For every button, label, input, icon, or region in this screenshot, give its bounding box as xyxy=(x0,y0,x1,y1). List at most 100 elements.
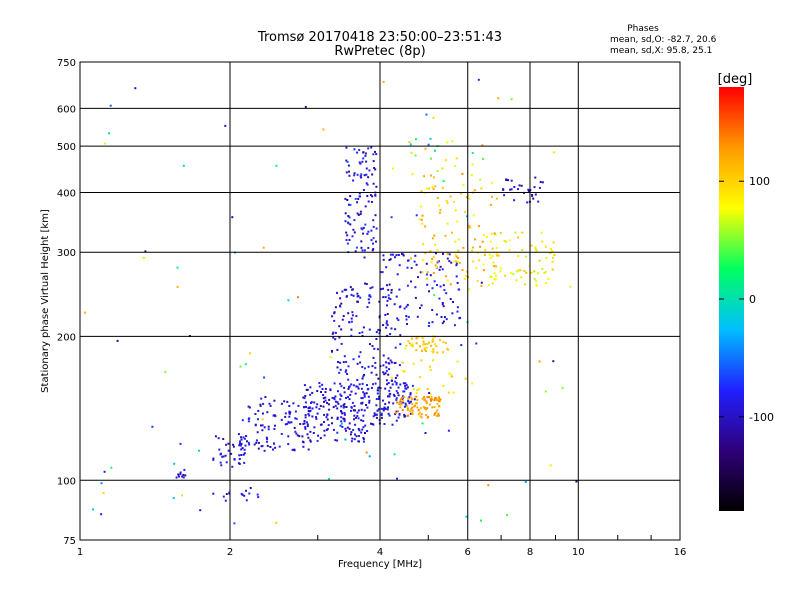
data-point xyxy=(423,399,426,402)
data-point xyxy=(262,402,265,405)
data-point xyxy=(475,342,478,345)
data-point xyxy=(479,245,482,248)
data-point xyxy=(434,243,437,246)
data-point xyxy=(288,410,291,413)
data-point xyxy=(491,282,494,285)
data-point xyxy=(421,259,424,262)
data-point xyxy=(361,331,364,334)
data-point xyxy=(436,248,439,251)
data-point xyxy=(488,253,491,256)
data-point xyxy=(482,269,485,272)
data-point xyxy=(371,249,374,252)
data-point xyxy=(384,372,387,375)
data-point xyxy=(418,218,421,221)
data-point xyxy=(286,400,289,403)
data-point xyxy=(340,342,343,345)
data-point xyxy=(303,406,306,409)
data-point xyxy=(455,157,458,160)
data-point xyxy=(375,416,378,419)
data-point xyxy=(545,245,547,248)
data-point xyxy=(421,336,423,339)
data-point xyxy=(382,258,385,261)
data-point xyxy=(425,400,428,403)
data-point xyxy=(338,336,341,339)
data-point xyxy=(255,439,258,442)
data-point xyxy=(92,508,94,511)
data-point xyxy=(339,297,342,300)
data-point xyxy=(352,429,355,431)
data-point xyxy=(228,491,231,494)
x-tick-label: 6 xyxy=(465,547,471,558)
data-point xyxy=(183,468,186,471)
data-point xyxy=(343,418,346,421)
data-point xyxy=(415,337,418,340)
data-point xyxy=(309,439,312,442)
data-point xyxy=(375,227,378,230)
data-point xyxy=(342,315,345,317)
data-point xyxy=(417,336,420,339)
data-point xyxy=(377,377,380,380)
data-point xyxy=(297,404,300,407)
data-point xyxy=(425,347,428,349)
data-point xyxy=(233,522,236,525)
data-point xyxy=(353,418,355,421)
data-point xyxy=(392,402,395,405)
data-point xyxy=(329,356,332,359)
data-point xyxy=(409,400,412,403)
data-point xyxy=(390,291,393,294)
data-point xyxy=(142,256,145,259)
data-point xyxy=(425,414,428,416)
data-point xyxy=(433,294,436,296)
data-point xyxy=(457,288,460,291)
data-point xyxy=(356,385,359,388)
data-point xyxy=(109,104,112,107)
data-point xyxy=(411,406,414,409)
data-point xyxy=(342,404,345,407)
data-point xyxy=(414,296,417,299)
data-point xyxy=(259,404,262,407)
data-point xyxy=(198,449,200,452)
data-point xyxy=(545,282,547,285)
data-point xyxy=(358,440,360,443)
data-point xyxy=(390,289,393,291)
data-point xyxy=(182,473,185,476)
data-point xyxy=(356,201,359,204)
data-point xyxy=(389,333,392,335)
data-point xyxy=(144,250,147,253)
data-point xyxy=(508,248,511,251)
data-point xyxy=(347,387,350,390)
data-point xyxy=(403,390,406,393)
data-point xyxy=(349,393,352,396)
data-point xyxy=(425,113,428,116)
data-point xyxy=(363,256,366,259)
data-point xyxy=(389,386,392,389)
data-point xyxy=(455,264,458,267)
data-point xyxy=(541,181,544,184)
data-point xyxy=(510,98,513,101)
data-point xyxy=(544,271,547,273)
data-point xyxy=(441,268,444,271)
data-point xyxy=(431,340,434,343)
data-point xyxy=(416,399,419,401)
data-point xyxy=(426,388,429,391)
data-point xyxy=(368,399,371,402)
data-point xyxy=(348,427,351,430)
data-point xyxy=(225,461,228,464)
data-point xyxy=(212,458,215,461)
data-point xyxy=(325,428,328,431)
x-tick-label: 8 xyxy=(527,547,533,558)
data-point xyxy=(350,440,353,443)
data-point xyxy=(342,361,345,364)
data-point xyxy=(361,228,364,231)
data-point xyxy=(418,376,421,379)
data-point xyxy=(366,430,369,432)
data-point xyxy=(232,443,235,446)
data-point xyxy=(349,433,352,436)
data-point xyxy=(320,391,322,393)
data-point xyxy=(375,185,378,188)
data-point xyxy=(426,277,429,280)
data-point xyxy=(284,423,287,426)
data-point xyxy=(532,197,535,200)
data-point xyxy=(356,379,359,381)
data-point xyxy=(241,447,244,450)
